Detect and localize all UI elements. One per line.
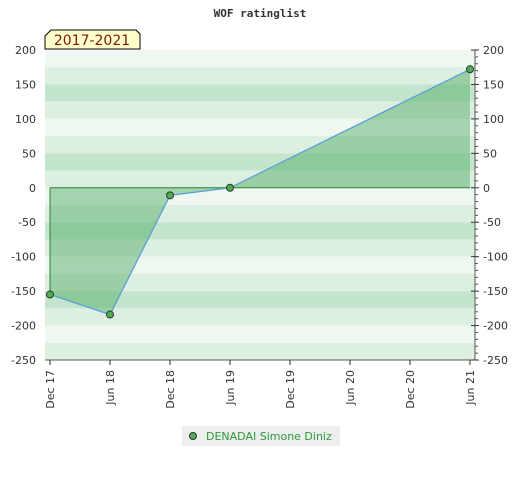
grid-band: [45, 205, 475, 223]
y-tick-label-right: -200: [483, 320, 508, 333]
data-point: [466, 65, 474, 74]
grid-band: [45, 222, 475, 240]
y-tick-label-right: -50: [483, 216, 501, 229]
data-point: [226, 183, 234, 192]
legend-box: [182, 426, 340, 446]
grid-band: [45, 256, 475, 274]
grid-band: [45, 291, 475, 309]
grid-band: [45, 50, 475, 68]
grid-band: [45, 342, 475, 360]
x-tick-label: Dec 17: [44, 370, 57, 409]
grid-band: [45, 84, 475, 102]
axes: 200 200 150 150 100 100 50 50 0 0 -50 -50 -100 -100 -1…: [11, 44, 508, 409]
y-tick-label-left: 0: [29, 182, 36, 195]
y-tick-label-right: -100: [483, 251, 508, 264]
legend[interactable]: DENADAI Simone Diniz: [182, 426, 340, 446]
series-area: [50, 69, 470, 315]
year-badge: 2017-2021: [44, 29, 141, 50]
grid-band: [45, 118, 475, 137]
y-tick-label-right: -250: [483, 354, 508, 367]
year-badge-box: [44, 29, 141, 50]
chart-title: WOF ratinglist: [214, 7, 307, 20]
grid-band: [45, 308, 475, 326]
grid-band: [45, 136, 475, 154]
x-tick-label: Jun 21: [464, 370, 477, 406]
x-tick-label: Dec 19: [284, 370, 297, 409]
legend-marker-icon: [189, 432, 197, 440]
x-tick-label: Dec 18: [164, 370, 177, 409]
data-point: [106, 310, 114, 319]
grid-band: [45, 153, 475, 171]
data-point: [46, 290, 54, 299]
grid-band: [45, 170, 475, 188]
y-tick-label-right: -150: [483, 285, 508, 298]
area-layer: [49, 69, 470, 315]
grid-band: [45, 239, 475, 257]
y-tick-label-right: 200: [483, 44, 504, 57]
x-tick-label: Dec 20: [404, 370, 417, 409]
data-point: [166, 191, 174, 200]
y-tick-label-left: -200: [11, 320, 36, 333]
plot-background: [45, 50, 475, 360]
x-tick-label: Jun 20: [344, 370, 357, 406]
y-tick-label-left: -50: [18, 216, 36, 229]
grid-band: [45, 67, 475, 85]
data-marks: [46, 65, 474, 319]
grid-band: [45, 273, 475, 292]
y-tick-label-left: 150: [15, 78, 36, 91]
y-tick-label-right: 150: [483, 78, 504, 91]
grid-band: [45, 325, 475, 343]
y-tick-label-right: 100: [483, 113, 504, 126]
grid-band: [45, 187, 475, 205]
x-tick-label: Jun 18: [104, 370, 117, 406]
y-tick-label-left: -100: [11, 251, 36, 264]
y-tick-label-left: -150: [11, 285, 36, 298]
y-tick-label-left: -250: [11, 354, 36, 367]
y-tick-label-left: 100: [15, 113, 36, 126]
grid-band: [45, 101, 475, 119]
y-tick-label-right: 0: [483, 182, 490, 195]
year-badge-label: 2017-2021: [54, 33, 130, 49]
x-tick-label: Jun 19: [224, 370, 237, 406]
y-tick-label-left: 200: [15, 44, 36, 57]
legend-label: DENADAI Simone Diniz: [206, 430, 332, 443]
y-tick-label-right: 50: [483, 147, 497, 160]
y-tick-label-left: 50: [22, 147, 36, 160]
